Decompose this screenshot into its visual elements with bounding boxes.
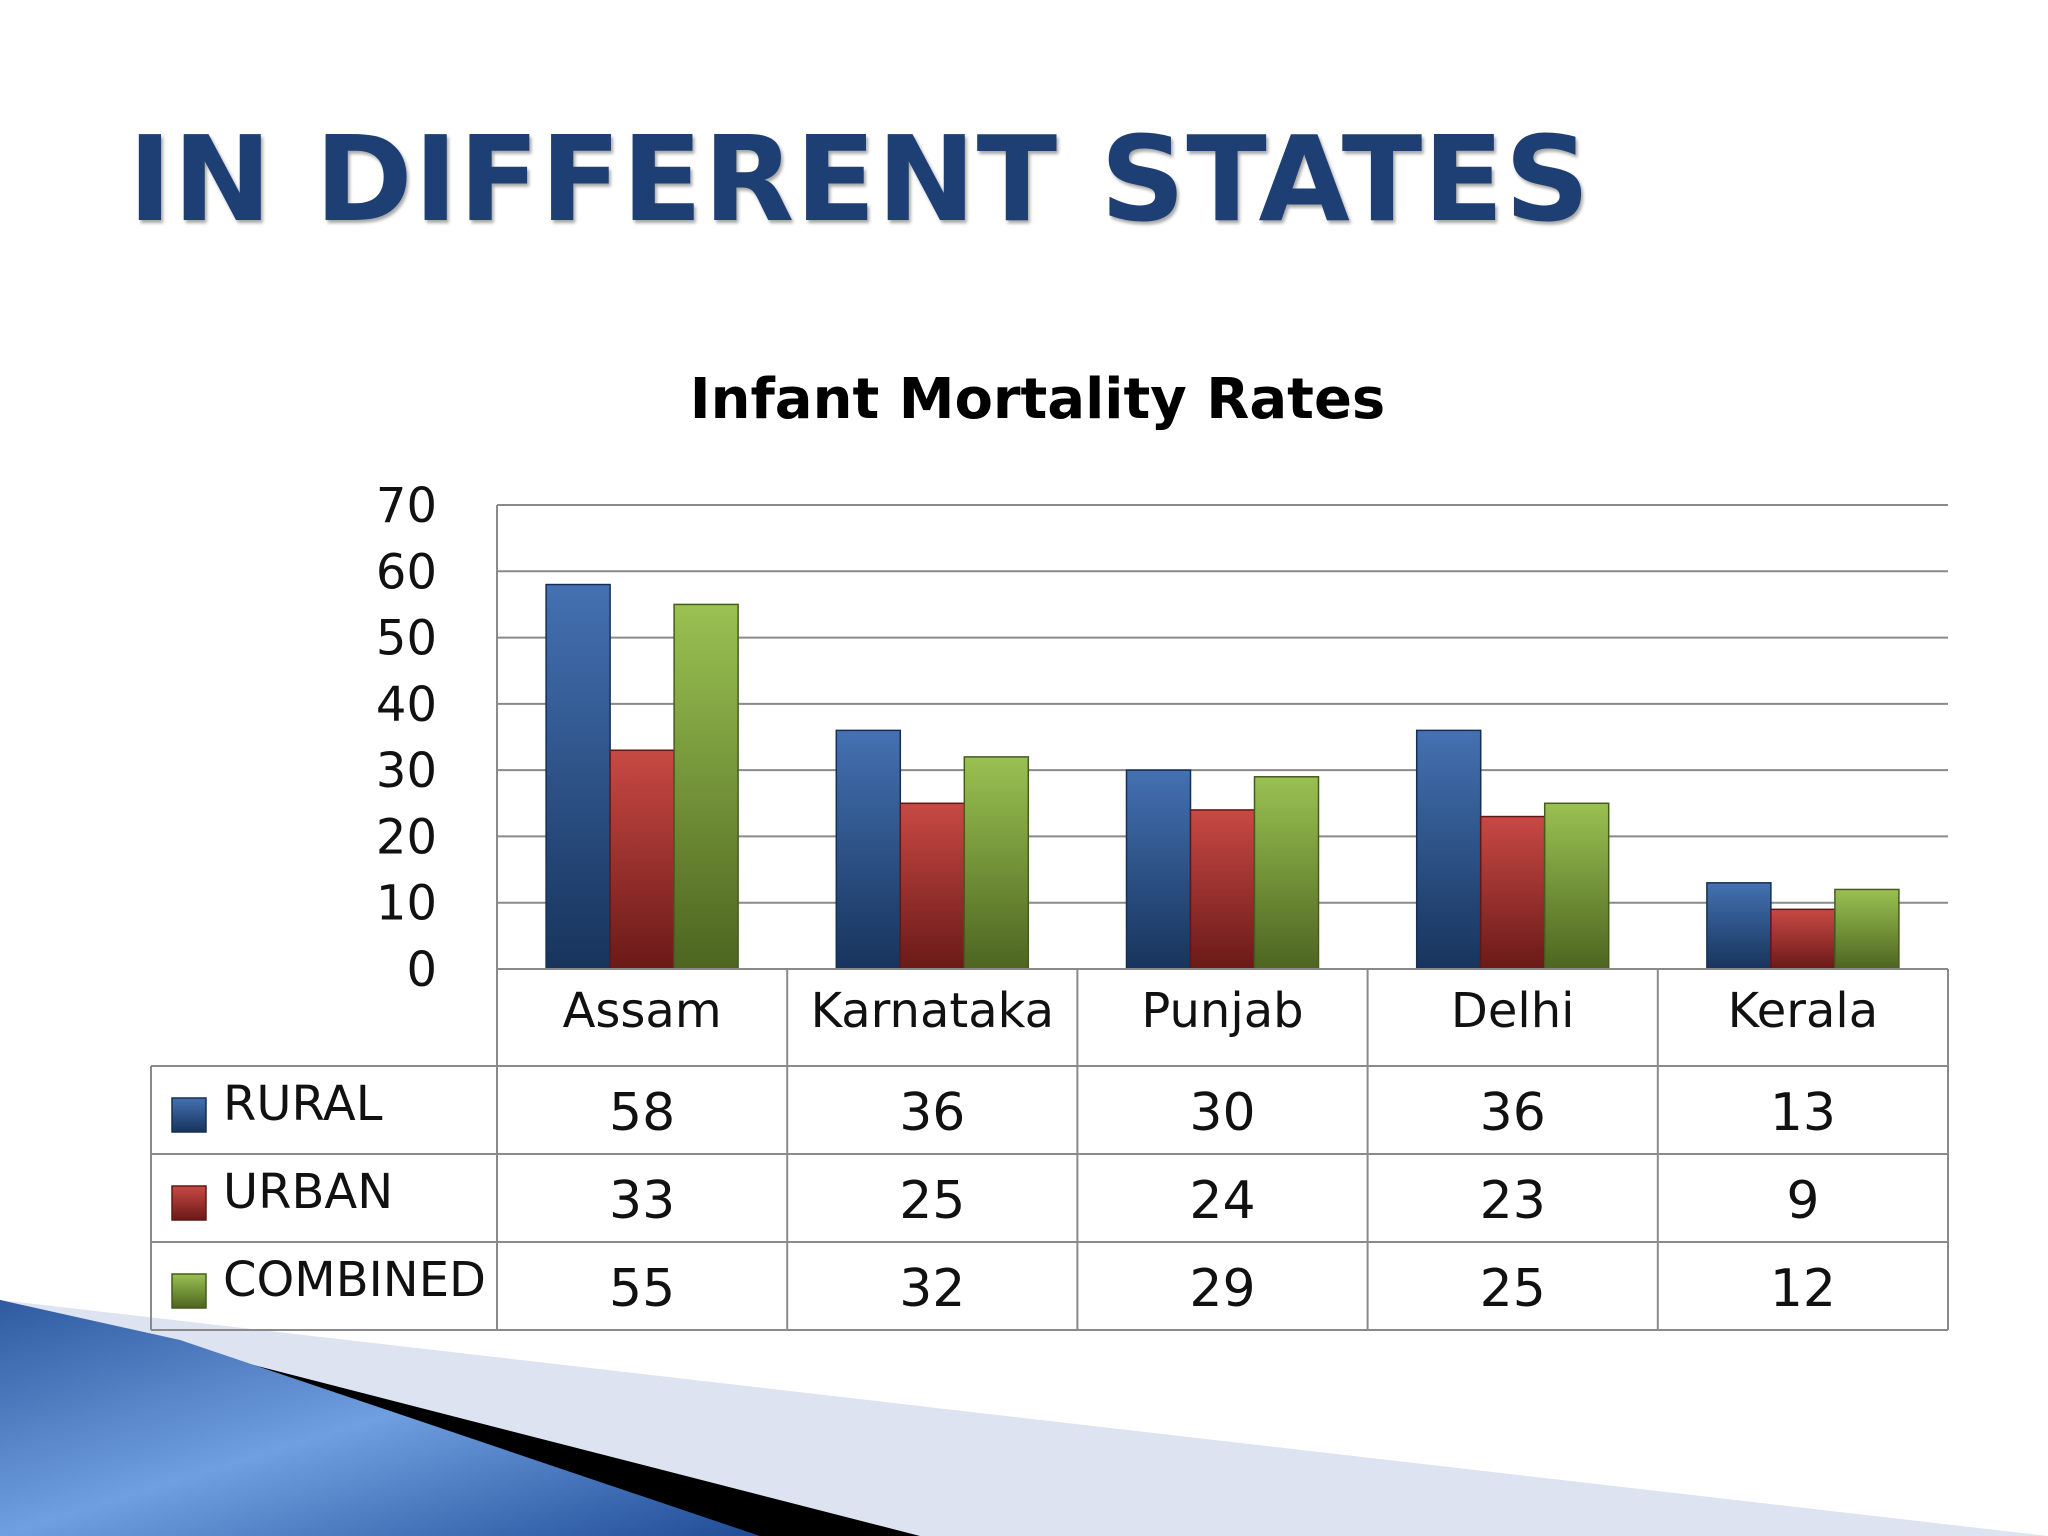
bar-rural-delhi <box>1415 729 1482 970</box>
y-tick-label: 50 <box>376 611 437 667</box>
data-label: 25 <box>899 1171 965 1231</box>
bar-combined-karnataka <box>963 756 1030 970</box>
data-label: 13 <box>1770 1083 1836 1143</box>
bar-rural-punjab <box>1125 769 1192 970</box>
category-label: Delhi <box>1451 983 1575 1039</box>
bar-rural-karnataka <box>835 729 902 970</box>
data-label: 32 <box>899 1259 965 1319</box>
data-label: 36 <box>1480 1083 1546 1143</box>
data-label: 55 <box>609 1259 675 1319</box>
chart-title: Infant Mortality Rates <box>690 367 1386 432</box>
legend-label: COMBINED <box>223 1252 486 1308</box>
y-tick-label: 0 <box>406 942 437 998</box>
slide-title: IN DIFFERENT STATES <box>128 110 1591 248</box>
data-label: 58 <box>609 1083 675 1143</box>
legend-label: URBAN <box>223 1164 393 1220</box>
data-label: 9 <box>1786 1171 1819 1231</box>
bar-urban-karnataka <box>899 802 966 970</box>
bar-rural-kerala <box>1706 882 1772 970</box>
bar-combined-punjab <box>1253 776 1320 970</box>
data-label: 12 <box>1770 1259 1836 1319</box>
decor-blue-swoosh <box>0 1300 760 1536</box>
y-tick-label: 20 <box>376 809 437 865</box>
legend-label: RURAL <box>223 1076 383 1132</box>
bar-combined-delhi <box>1543 802 1610 970</box>
legend-key-combined <box>171 1273 207 1309</box>
data-label: 33 <box>609 1171 675 1231</box>
category-label: Assam <box>563 983 722 1039</box>
category-label: Karnataka <box>811 983 1054 1039</box>
y-tick-label: 70 <box>376 478 437 534</box>
data-label: 29 <box>1189 1259 1255 1319</box>
bar-urban-punjab <box>1189 809 1256 970</box>
bar-urban-delhi <box>1479 815 1546 970</box>
legend-key-rural <box>171 1097 207 1133</box>
category-label: Kerala <box>1728 983 1879 1039</box>
data-label: 24 <box>1189 1171 1255 1231</box>
data-label: 30 <box>1189 1083 1255 1143</box>
bar-rural-assam <box>545 583 611 970</box>
bar-combined-kerala <box>1834 888 1900 970</box>
y-tick-label: 40 <box>376 677 437 733</box>
y-tick-label: 30 <box>376 743 437 799</box>
legend-key-urban <box>171 1185 207 1221</box>
bar-combined-assam <box>673 603 739 970</box>
data-label: 36 <box>899 1083 965 1143</box>
category-label: Punjab <box>1141 983 1303 1039</box>
data-label: 25 <box>1480 1259 1546 1319</box>
bar-urban-kerala <box>1770 908 1836 970</box>
bar-urban-assam <box>609 749 675 970</box>
y-tick-label: 60 <box>376 544 437 600</box>
data-label: 23 <box>1480 1171 1546 1231</box>
y-tick-label: 10 <box>376 876 437 932</box>
